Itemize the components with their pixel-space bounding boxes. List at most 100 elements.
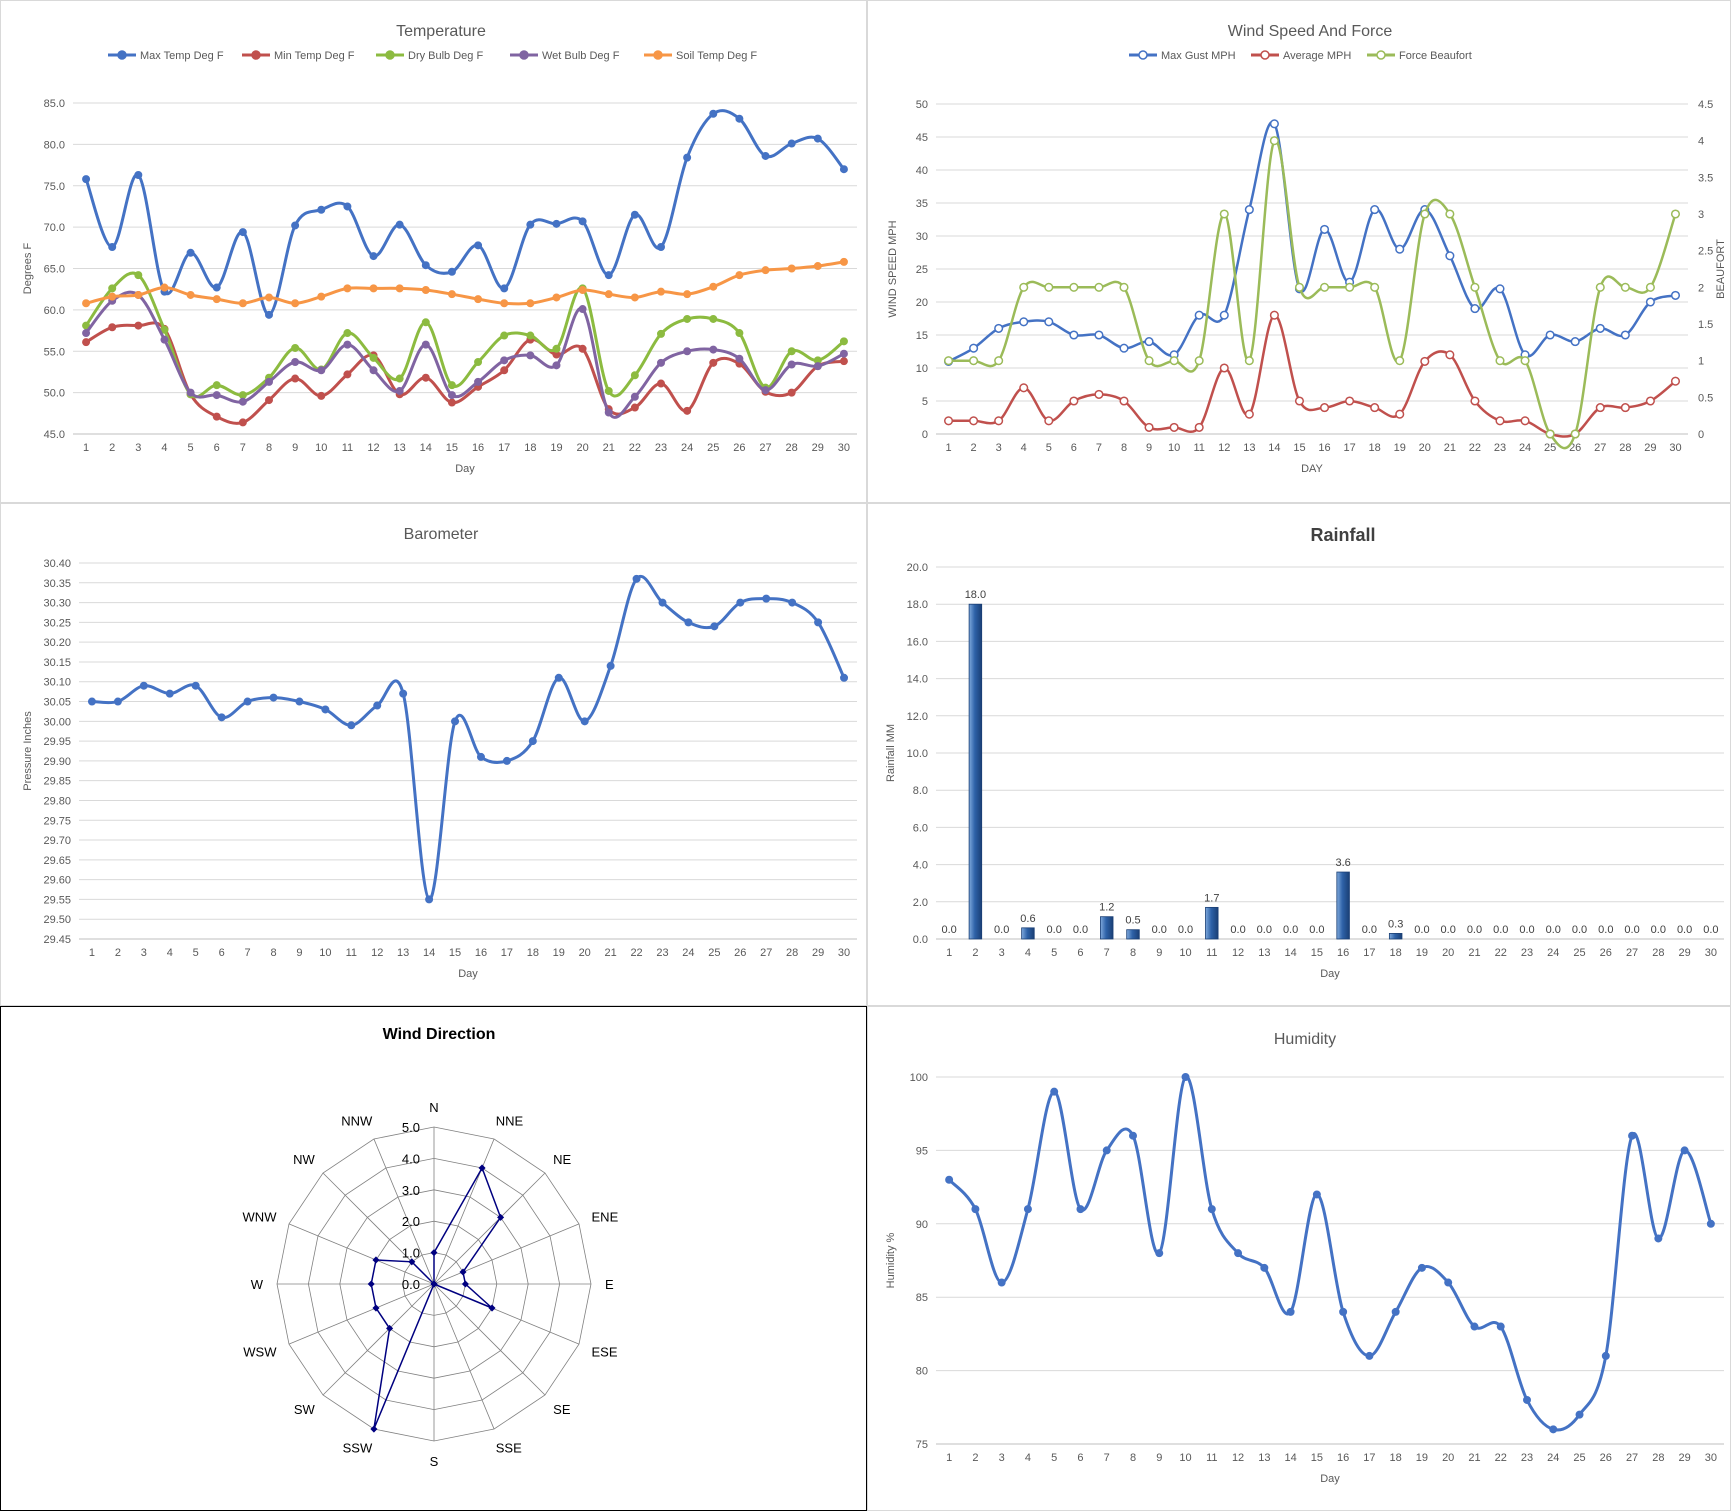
data-point xyxy=(1370,403,1380,413)
data-point xyxy=(238,228,247,237)
data-point xyxy=(269,693,278,702)
x-tick-label: 9 xyxy=(1156,947,1162,959)
series-line xyxy=(947,1075,1713,1432)
data-point xyxy=(1545,429,1555,439)
radar-category-label: S xyxy=(430,1454,439,1469)
x-tick-label: 3 xyxy=(141,947,147,959)
x-tick-label: 3 xyxy=(999,947,1005,959)
data-point xyxy=(1495,284,1505,294)
data-point xyxy=(1269,136,1279,146)
y2-tick-label: 0 xyxy=(1698,429,1704,441)
data-point xyxy=(500,366,509,375)
y-tick-label: 100 xyxy=(910,1072,928,1084)
x-tick-label: 3 xyxy=(999,1452,1005,1464)
data-label: 0.0 xyxy=(1493,924,1508,936)
data-point xyxy=(1370,205,1380,215)
data-label: 1.7 xyxy=(1204,892,1219,904)
data-point xyxy=(526,351,535,360)
data-point xyxy=(369,353,378,362)
data-point xyxy=(657,358,665,367)
data-point xyxy=(1234,1249,1243,1258)
y-tick-label: 45 xyxy=(916,132,928,144)
x-tick-label: 12 xyxy=(1232,947,1244,959)
data-point xyxy=(709,358,718,367)
x-tick-label: 21 xyxy=(1468,947,1480,959)
x-tick-label: 26 xyxy=(734,947,746,959)
y-tick-label: 30.40 xyxy=(43,558,71,570)
data-point xyxy=(1219,310,1229,320)
x-tick-label: 14 xyxy=(420,442,432,454)
y-tick-label: 95 xyxy=(916,1145,928,1157)
data-point xyxy=(604,386,613,395)
legend-label: Dry Bulb Deg F xyxy=(408,50,483,62)
data-point xyxy=(1044,317,1054,327)
x-tick-label: 7 xyxy=(1096,442,1102,454)
x-tick-label: 22 xyxy=(630,947,642,959)
x-tick-label: 15 xyxy=(449,947,461,959)
data-point xyxy=(212,283,221,292)
data-point xyxy=(343,202,352,211)
x-tick-label: 26 xyxy=(1600,947,1612,959)
data-point xyxy=(395,374,404,383)
data-point xyxy=(761,151,770,160)
data-label: 0.0 xyxy=(1152,924,1167,936)
y-tick-label: 30.20 xyxy=(43,637,71,649)
radar-point xyxy=(497,1213,505,1221)
x-tick-label: 12 xyxy=(1232,1452,1244,1464)
x-tick-label: 30 xyxy=(1705,1452,1717,1464)
data-point xyxy=(630,371,639,380)
legend-marker xyxy=(653,50,663,60)
chart-title: Wind Speed And Force xyxy=(1228,23,1393,40)
series-line xyxy=(948,313,1677,438)
data-point xyxy=(1219,363,1229,373)
x-tick-label: 13 xyxy=(394,442,406,454)
wind-speed-chart-panel: Wind Speed And Force Max Gust MPH Average … xyxy=(867,0,1731,503)
y-tick-label: 70.0 xyxy=(44,222,65,234)
data-point xyxy=(1365,1351,1374,1360)
x-tick-label: 28 xyxy=(786,947,798,959)
radar-spoke xyxy=(288,1283,435,1345)
data-point xyxy=(343,340,352,349)
legend-label: Force Beaufort xyxy=(1399,50,1472,62)
data-point xyxy=(552,344,561,353)
radar-tick-label: 3.0 xyxy=(402,1183,420,1198)
x-tick-label: 10 xyxy=(319,947,331,959)
data-point xyxy=(421,373,430,382)
data-point xyxy=(762,594,771,603)
data-point xyxy=(787,347,796,356)
data-point xyxy=(291,374,300,383)
data-point xyxy=(1319,224,1330,234)
x-tick-label: 16 xyxy=(1337,1452,1349,1464)
x-tick-label: 25 xyxy=(1544,442,1556,454)
data-point xyxy=(421,261,430,270)
x-tick-label: 11 xyxy=(1206,947,1217,959)
x-axis-label: DAY xyxy=(1301,463,1323,475)
data-point xyxy=(1312,1190,1321,1199)
radar-tick-label: 4.0 xyxy=(402,1151,420,1166)
data-label: 0.0 xyxy=(1572,924,1587,936)
data-point xyxy=(683,153,692,162)
x-tick-label: 27 xyxy=(1626,947,1638,959)
data-point xyxy=(1395,409,1405,419)
x-tick-label: 8 xyxy=(1130,947,1136,959)
x-axis-label: Day xyxy=(1320,1473,1340,1485)
data-point xyxy=(630,403,639,412)
data-point xyxy=(578,305,587,314)
data-point xyxy=(1019,383,1029,393)
data-point xyxy=(1391,1307,1400,1316)
x-tick-label: 17 xyxy=(1343,442,1355,454)
data-point xyxy=(1595,403,1605,413)
data-point xyxy=(735,114,744,123)
data-point xyxy=(421,318,430,327)
x-tick-label: 12 xyxy=(367,442,379,454)
data-point xyxy=(1286,1307,1295,1316)
data-point xyxy=(369,284,378,293)
y-tick-label: 12.0 xyxy=(907,711,928,723)
data-point xyxy=(1155,1249,1164,1258)
data-point xyxy=(243,697,252,706)
data-label: 0.0 xyxy=(1257,924,1272,936)
x-tick-label: 10 xyxy=(1179,947,1191,959)
data-point xyxy=(1023,1205,1032,1214)
y-tick-label: 30.05 xyxy=(43,697,71,709)
y-axis-label: WIND SPEED MPH xyxy=(887,220,899,317)
